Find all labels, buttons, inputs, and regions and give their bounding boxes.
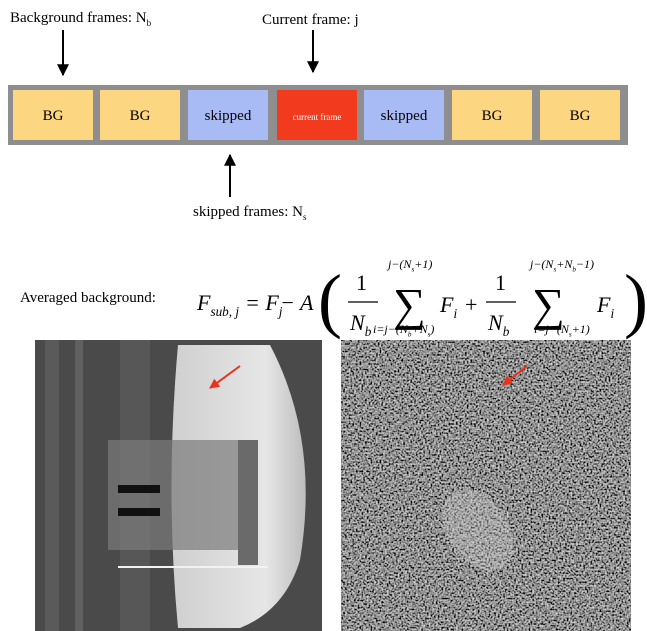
- formula-term: 1: [495, 270, 506, 295]
- subscript: i: [610, 306, 614, 321]
- text-part: Averaged background:: [20, 290, 156, 306]
- label: skipped frames: Ns: [193, 204, 307, 222]
- text-part: i=j−(N: [534, 322, 570, 336]
- text-part: j−(N: [528, 257, 554, 271]
- text-part: i=j−(N: [373, 322, 409, 336]
- text-part: N: [349, 310, 366, 335]
- text-part: ): [429, 322, 434, 336]
- formula-term: j−(Ns+1): [386, 257, 432, 273]
- formula-term: 1: [356, 270, 367, 295]
- text-part: F: [439, 292, 454, 317]
- text-part: Current frame: j: [262, 12, 359, 28]
- formula-term: Nb: [349, 310, 372, 339]
- frame-label: BG: [130, 108, 151, 124]
- subscript: b: [365, 324, 372, 339]
- text-part: +N: [411, 322, 428, 336]
- formula-term: Fi: [596, 292, 614, 321]
- formula-term: = Fj: [245, 290, 283, 319]
- formula-term: i=j−(Nb+Ns): [373, 322, 434, 338]
- frame-label: BG: [482, 108, 503, 124]
- text-part: − A: [280, 290, 314, 315]
- image-subtracted: [341, 340, 631, 631]
- text-part: = F: [245, 290, 279, 315]
- subscript: b: [503, 324, 510, 339]
- text-part: j−(N: [386, 257, 412, 271]
- image-raw: [35, 340, 322, 631]
- text-part: +1): [414, 257, 432, 271]
- text-part: 1: [356, 270, 367, 295]
- formula-term: Nb: [487, 310, 510, 339]
- subscript: sub, j: [210, 304, 239, 319]
- frame-label: skipped: [381, 108, 428, 124]
- text-part: 1: [495, 270, 506, 295]
- subscript: b: [147, 18, 152, 28]
- text-part: F: [596, 292, 611, 317]
- diagram: BG BG skipped current frame skipped BG BG Back…: [0, 0, 647, 631]
- text-part: +N: [556, 257, 573, 271]
- text-part: +: [465, 292, 477, 317]
- frame-label: skipped: [205, 108, 252, 124]
- formula-term: − A: [280, 290, 314, 315]
- label: Averaged background:: [20, 290, 156, 306]
- subscript: i: [453, 306, 457, 321]
- label: Background frames: Nb: [10, 10, 152, 28]
- text-part: skipped frames: N: [193, 204, 303, 220]
- text-part: Background frames: N: [10, 10, 147, 26]
- subscript: s: [303, 212, 307, 222]
- formula-term: j−(Ns+Nb−1): [528, 257, 594, 273]
- formula-term: (: [318, 260, 342, 340]
- formula-term: +: [465, 292, 477, 317]
- formula-term: Fsub, j: [196, 290, 239, 319]
- text-part: +1): [572, 322, 590, 336]
- formula-term: Fi: [439, 292, 457, 321]
- frame-label: BG: [43, 108, 64, 124]
- frame-label: BG: [570, 108, 591, 124]
- formula-term: i=j−(Ns+1): [534, 322, 590, 338]
- text-part: −1): [576, 257, 594, 271]
- text-part: F: [196, 290, 211, 315]
- text-part: ): [624, 260, 647, 340]
- label: Current frame: j: [262, 12, 359, 28]
- text-part: N: [487, 310, 504, 335]
- text-part: (: [318, 260, 342, 340]
- frame-label: current frame: [293, 112, 342, 122]
- formula-term: ): [624, 260, 647, 340]
